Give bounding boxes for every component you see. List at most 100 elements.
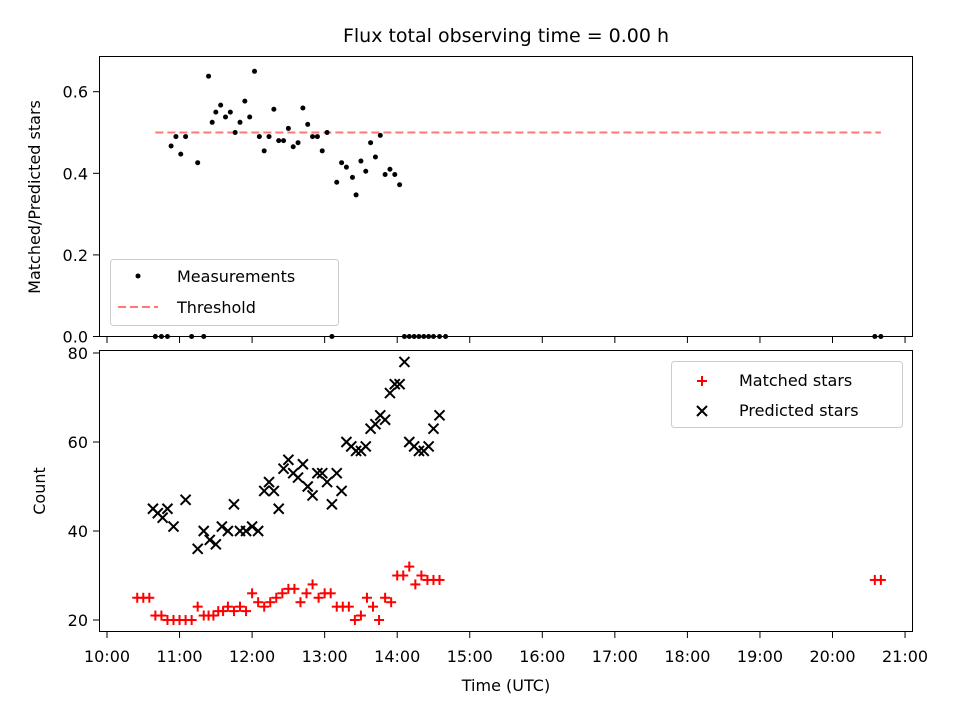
ratio-y-axis-label: Matched/Predicted stars	[25, 100, 44, 294]
count-y-axis: 20 40 60 80	[68, 344, 100, 630]
measurement-point	[295, 140, 301, 146]
predicted-star-point	[427, 422, 440, 435]
ratio-y-tick-label: 0.6	[63, 83, 88, 102]
measurement-point	[195, 160, 201, 166]
matched-star-point	[253, 597, 264, 608]
measurement-point	[222, 114, 228, 120]
matched-star-point	[192, 601, 203, 612]
matched-star-point	[325, 588, 336, 599]
count-y-tick-label: 80	[68, 344, 88, 363]
matched-star-point	[416, 570, 427, 581]
predicted-star-point	[272, 503, 285, 515]
measurement-point	[206, 73, 212, 79]
count-x-axis: 10:00 11:00 12:00 13:00 14:00 15:00 16:00 17:00…	[84, 631, 928, 666]
count-x-tick-label: 11:00	[156, 647, 202, 666]
predicted-star-point	[379, 414, 391, 426]
predicted-star-point	[316, 467, 328, 479]
matched-star-point	[398, 570, 409, 581]
measurement-point	[382, 172, 388, 178]
matched-star-point	[208, 610, 219, 621]
measurement-point	[209, 119, 215, 125]
count-x-tick-label: 16:00	[519, 647, 565, 666]
predicted-star-point	[389, 378, 401, 390]
measurement-point	[339, 160, 345, 166]
measurement-point	[256, 134, 262, 140]
predicted-star-point	[297, 458, 309, 470]
ratio-y-tick-label: 0.2	[63, 246, 88, 265]
predicted-star-point	[222, 525, 234, 537]
measurement-point	[242, 98, 248, 104]
measurement-point	[343, 164, 349, 170]
count-axes-frame	[99, 350, 913, 632]
matched-star-point	[361, 592, 372, 603]
predicted-star-point	[369, 418, 382, 430]
count-x-tick-label: 15:00	[447, 647, 493, 666]
predicted-star-point	[413, 445, 425, 457]
matched-star-point	[228, 606, 239, 617]
legend-threshold-label: Threshold	[176, 298, 256, 317]
measurement-point	[372, 154, 378, 160]
ratio-y-tick-label: 0.4	[63, 164, 88, 183]
measurement-point	[353, 192, 359, 198]
count-x-tick-label: 14:00	[374, 647, 420, 666]
measurement-point	[392, 172, 398, 178]
ratio-x-ticks	[106, 336, 906, 343]
legend-predicted-marker	[696, 405, 708, 417]
matched-star-point	[343, 601, 354, 612]
matched-star-point	[259, 601, 270, 612]
predicted-star-point	[156, 511, 169, 524]
matched-star-point	[289, 583, 300, 594]
predicted-star-point	[252, 525, 264, 537]
predicted-star-point	[179, 494, 192, 506]
matched-star-point	[218, 606, 229, 617]
legend-measurements-marker	[135, 273, 141, 279]
measurement-point	[285, 125, 291, 131]
predicted-star-point	[422, 440, 435, 453]
count-x-tick-label: 10:00	[84, 647, 130, 666]
matched-star-point	[410, 579, 421, 590]
predicted-star-point	[198, 525, 210, 537]
predicted-star-point	[263, 476, 275, 488]
measurement-point	[218, 102, 224, 108]
ratio-legend-box	[110, 259, 339, 326]
matched-star-point	[271, 592, 282, 603]
predicted-star-point	[246, 520, 258, 533]
measurement-point	[349, 174, 355, 180]
measurement-point	[173, 134, 179, 140]
measurement-point	[261, 148, 267, 154]
matched-star-point	[313, 592, 324, 603]
count-x-tick-label: 20:00	[809, 647, 855, 666]
matched-star-point	[277, 588, 288, 599]
predicted-star-point	[204, 534, 216, 546]
legend-predicted-label: Predicted stars	[739, 401, 859, 420]
ratio-y-axis: 0.0 0.2 0.4 0.6	[63, 83, 100, 347]
predicted-star-point	[393, 378, 406, 390]
measurement-point	[237, 119, 243, 125]
predicted-star-point	[360, 440, 372, 453]
measurement-point	[168, 143, 174, 149]
count-y-tick-label: 20	[68, 611, 88, 630]
predicted-star-point	[306, 489, 319, 502]
measurement-point	[252, 68, 258, 74]
matched-star-point	[404, 561, 415, 572]
predicted-star-point	[384, 387, 396, 399]
measurement-point	[319, 148, 325, 154]
measurement-point	[232, 130, 238, 135]
predicted-star-point	[282, 454, 295, 466]
predicted-star-point	[161, 503, 174, 515]
predicted-star-point	[398, 356, 411, 368]
count-legend: Matched stars Predicted stars	[671, 361, 903, 428]
predicted-star-point	[326, 498, 338, 511]
matched-star-point	[156, 610, 167, 621]
predicted-star-point	[240, 525, 252, 537]
measurement-point	[213, 109, 219, 115]
count-x-tick-label: 17:00	[592, 647, 638, 666]
legend-measurements-label: Measurements	[177, 267, 295, 286]
matched-star-point	[186, 615, 197, 625]
measurement-point	[183, 134, 189, 140]
chart-title: Flux total observing time = 0.00 h	[343, 25, 669, 47]
predicted-star-point	[268, 485, 280, 497]
matched-star-point	[222, 601, 233, 612]
matched-star-point	[434, 574, 445, 585]
